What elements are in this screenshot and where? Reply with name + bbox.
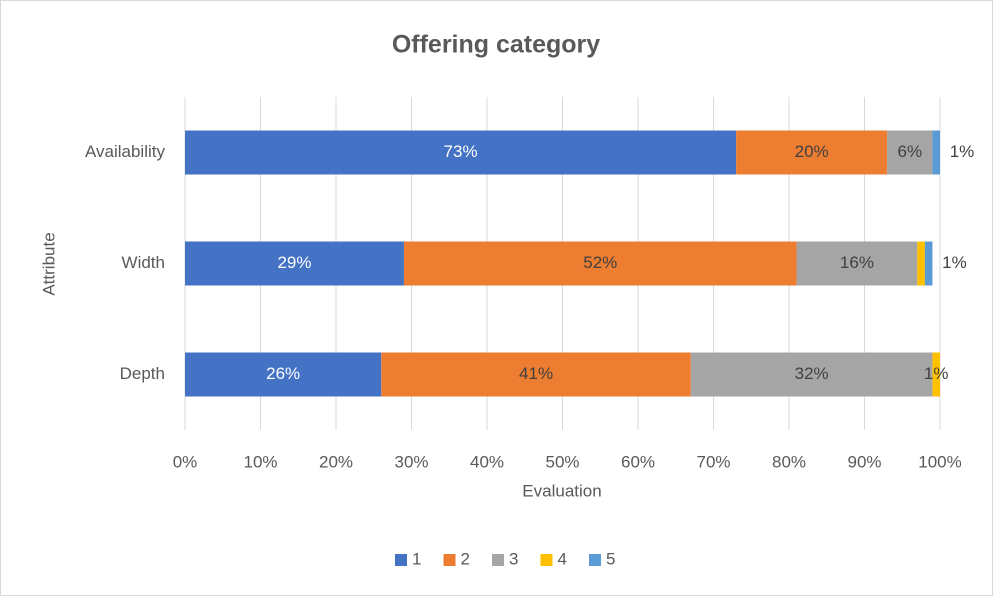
legend-swatch	[540, 554, 553, 566]
bar-segment	[917, 241, 925, 286]
bar-segment	[887, 130, 933, 175]
bar-segment	[736, 130, 888, 175]
bar-segment	[690, 352, 933, 397]
x-tick-label: 30%	[394, 452, 428, 471]
legend-swatch	[443, 554, 456, 566]
bar-segment	[403, 241, 797, 286]
data-label: 1%	[924, 364, 949, 383]
y-tick-label: Depth	[120, 364, 165, 383]
data-label: 1%	[942, 253, 967, 272]
bar-segment	[924, 241, 933, 286]
x-tick-label: 0%	[173, 452, 198, 471]
chart-title: Offering category	[392, 31, 600, 59]
legend-swatch	[589, 554, 601, 566]
x-axis-title: Evaluation	[522, 481, 601, 500]
data-label: 29%	[277, 253, 311, 272]
x-tick-label: 40%	[470, 452, 504, 471]
data-label: 16%	[840, 253, 874, 272]
data-label: 6%	[898, 142, 923, 161]
x-tick-label: 90%	[847, 452, 881, 471]
data-label: 20%	[795, 142, 829, 161]
x-tick-label: 100%	[918, 452, 961, 471]
y-tick-label: Width	[122, 253, 165, 272]
x-tick-label: 60%	[621, 452, 655, 471]
legend-label: 5	[606, 549, 615, 568]
bar-segment	[185, 352, 382, 397]
legend-swatch	[492, 554, 504, 566]
data-label: 32%	[795, 364, 829, 383]
y-tick-label: Availability	[85, 142, 166, 161]
bar-segment	[185, 241, 404, 286]
bar-segment	[932, 130, 940, 175]
x-tick-label: 20%	[319, 452, 353, 471]
legend-label: 3	[509, 549, 518, 568]
legend-label: 2	[461, 549, 470, 568]
bar-segment	[932, 352, 940, 397]
x-tick-label: 50%	[545, 452, 579, 471]
legend-label: 4	[558, 549, 567, 568]
bar-segment	[381, 352, 691, 397]
y-axis-title: Attribute	[39, 232, 58, 295]
legend-label: 1	[412, 549, 421, 568]
data-label: 41%	[519, 364, 553, 383]
bar-segment	[185, 130, 737, 175]
x-tick-label: 70%	[696, 452, 730, 471]
data-label: 73%	[444, 142, 478, 161]
legend-swatch	[395, 554, 407, 566]
bar-segment	[796, 241, 918, 286]
x-tick-label: 10%	[243, 452, 277, 471]
x-tick-label: 80%	[772, 452, 806, 471]
data-label: 26%	[266, 364, 300, 383]
data-label: 1%	[950, 142, 975, 161]
data-label: 52%	[583, 253, 617, 272]
